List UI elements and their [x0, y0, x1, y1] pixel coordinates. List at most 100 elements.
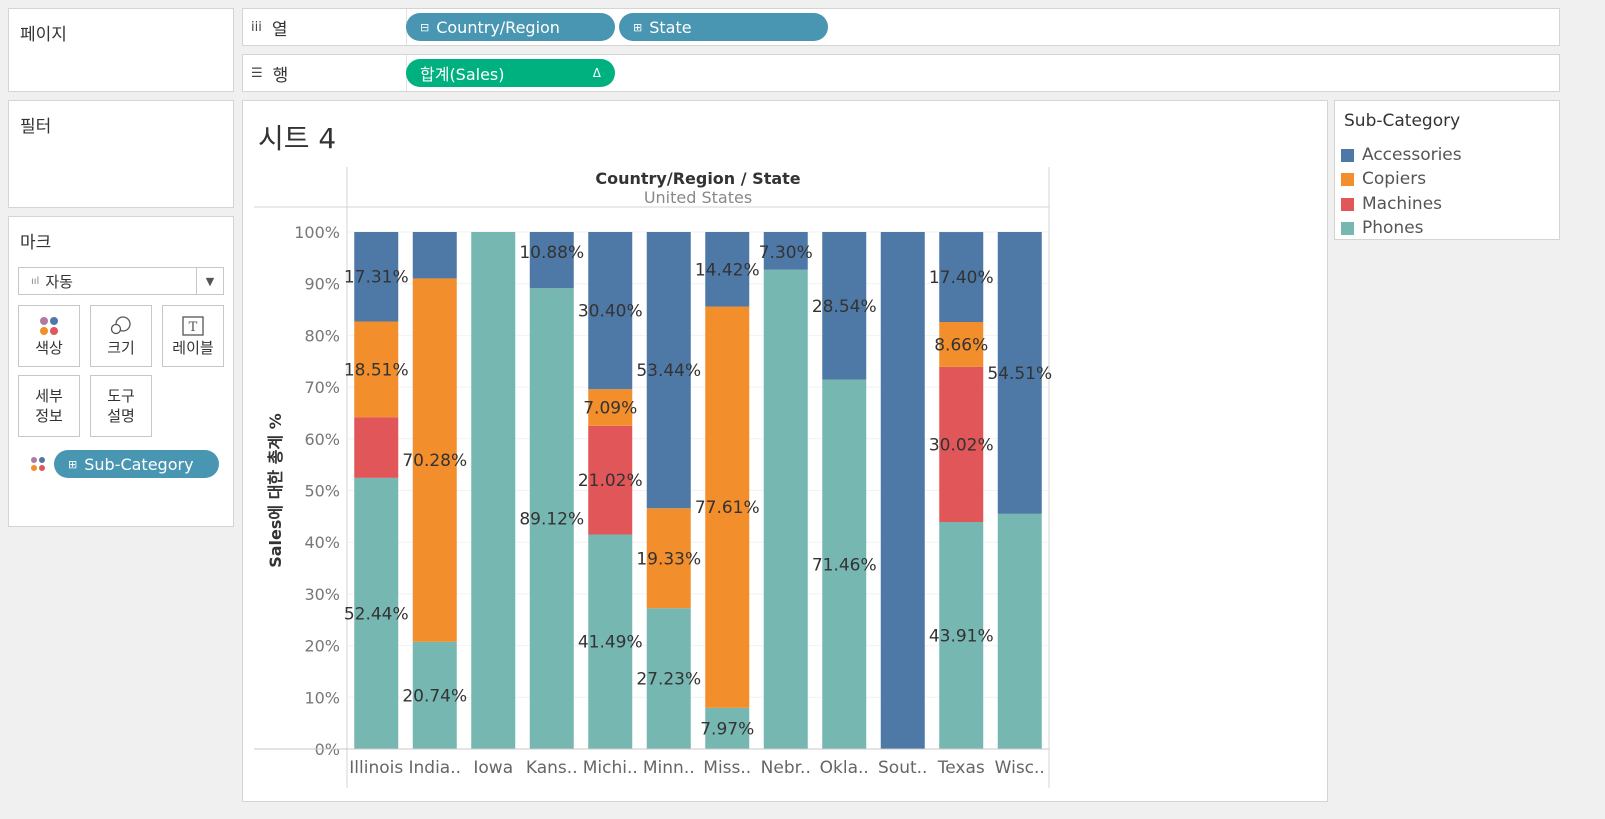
- data-label: 27.23%: [636, 670, 701, 690]
- y-tick-label: 80%: [304, 326, 340, 345]
- size-icon: [109, 314, 133, 338]
- color-button[interactable]: 색상: [18, 305, 80, 367]
- bar-segment-phones: [529, 288, 574, 749]
- state-pill[interactable]: ⊞ State: [619, 13, 828, 41]
- detail-button[interactable]: 세부 정보: [18, 375, 80, 437]
- data-label: 77.61%: [695, 498, 760, 518]
- legend-item-label: Accessories: [1362, 145, 1462, 165]
- bar-segment-phones: [588, 534, 633, 749]
- marks-label: 마크: [20, 233, 52, 253]
- bar-segment-copiers: [588, 389, 633, 426]
- country-region-pill-label: Country/Region: [436, 17, 560, 37]
- state-pill-label: State: [649, 17, 692, 37]
- data-label: 14.42%: [695, 260, 760, 280]
- y-axis-title: Sales에 대한 총계 %: [266, 413, 285, 568]
- data-label: 28.54%: [812, 297, 877, 317]
- x-tick-label: Texas: [937, 758, 985, 778]
- y-tick-label: 40%: [304, 533, 340, 552]
- legend-title: Sub-Category: [1344, 111, 1461, 131]
- color-encoding-icon: [30, 456, 46, 476]
- data-label: 17.31%: [344, 268, 409, 288]
- x-tick-label: Kans..: [526, 758, 578, 778]
- legend-swatch: [1341, 148, 1354, 162]
- data-label: 17.40%: [929, 268, 994, 288]
- size-button[interactable]: 크기: [90, 305, 152, 367]
- text-label-icon: T: [182, 314, 204, 338]
- bar-segment-phones: [997, 513, 1042, 749]
- x-tick-label: Nebr..: [761, 758, 811, 778]
- data-label: 70.28%: [402, 451, 467, 471]
- columns-label: 열: [271, 19, 288, 40]
- data-label: 89.12%: [519, 510, 584, 530]
- data-label: 30.02%: [929, 435, 994, 455]
- color-button-label: 색상: [35, 339, 63, 357]
- x-tick-label: Iowa: [473, 758, 513, 778]
- size-button-label: 크기: [107, 339, 135, 357]
- rows-label: 행: [272, 65, 289, 86]
- bar-segment-accessories: [588, 232, 633, 390]
- sum-sales-pill[interactable]: 합계(Sales) Δ: [406, 59, 615, 87]
- data-label: 10.88%: [519, 243, 584, 263]
- bar-segment-accessories: [822, 232, 867, 380]
- x-tick-label: Minn..: [643, 758, 695, 778]
- bar-segment-phones: [705, 707, 750, 749]
- sub-category-pill-label: Sub-Category: [84, 454, 194, 474]
- bar-segment-copiers: [646, 508, 691, 609]
- bar-segment-accessories: [705, 232, 750, 307]
- x-tick-label: Sout..: [878, 758, 927, 778]
- label-button[interactable]: T 레이블: [162, 305, 224, 367]
- color-legend: Sub-Category Accessories Copiers Machine…: [1334, 100, 1560, 240]
- bar-segment-phones: [412, 641, 457, 749]
- y-tick-label: 90%: [304, 275, 340, 294]
- legend-item-label: Copiers: [1362, 169, 1427, 189]
- data-label: 19.33%: [636, 549, 701, 569]
- legend-item-accessories[interactable]: Accessories: [1341, 144, 1462, 166]
- bar-segment-machines: [354, 417, 399, 478]
- bar-segment-machines: [939, 366, 984, 522]
- columns-shelf[interactable]: iii 열 ⊟ Country/Region ⊞ State: [242, 8, 1560, 46]
- data-label: 41.49%: [578, 633, 643, 653]
- legend-swatch: [1341, 172, 1354, 186]
- bar-segment-accessories: [412, 232, 457, 279]
- legend-item-machines[interactable]: Machines: [1341, 193, 1442, 215]
- data-label: 8.66%: [934, 335, 988, 355]
- legend-item-label: Machines: [1362, 194, 1443, 214]
- y-tick-label: 30%: [304, 585, 340, 604]
- mark-type-dropdown[interactable]: ııl 자동 ▼: [18, 267, 224, 295]
- country-region-pill[interactable]: ⊟ Country/Region: [406, 13, 615, 41]
- y-tick-label: 20%: [304, 637, 340, 656]
- chevron-down-icon[interactable]: ▼: [196, 268, 223, 294]
- expand-icon: ⊞: [68, 457, 78, 471]
- legend-swatch: [1341, 221, 1354, 235]
- y-tick-label: 100%: [294, 223, 340, 242]
- legend-item-phones[interactable]: Phones: [1341, 217, 1424, 239]
- bar-segment-accessories: [880, 232, 925, 749]
- legend-item-copiers[interactable]: Copiers: [1341, 168, 1426, 190]
- pages-panel[interactable]: 페이지: [8, 8, 234, 92]
- sheet-title: 시트 4: [258, 122, 337, 155]
- expand-icon: ⊞: [633, 20, 643, 34]
- bar-segment-machines: [588, 425, 633, 535]
- bar-segment-accessories: [354, 232, 399, 322]
- bar-segment-phones: [939, 521, 984, 749]
- data-label: 20.74%: [402, 686, 467, 706]
- pages-label: 페이지: [20, 25, 67, 45]
- bar-segment-phones: [646, 608, 691, 749]
- bar-segment-copiers: [354, 321, 399, 418]
- bar-segment-phones: [354, 477, 399, 749]
- y-tick-label: 60%: [304, 430, 340, 449]
- y-tick-label: 70%: [304, 378, 340, 397]
- sub-category-pill[interactable]: ⊞ Sub-Category: [54, 450, 219, 478]
- data-label: 43.91%: [929, 626, 994, 646]
- data-label: 7.09%: [583, 398, 637, 418]
- data-label: 21.02%: [578, 471, 643, 491]
- column-header-subtitle: United States: [644, 188, 752, 207]
- rows-shelf[interactable]: ☰ 행 합계(Sales) Δ: [242, 54, 1560, 92]
- data-label: 7.30%: [759, 243, 813, 263]
- column-header-title: Country/Region / State: [595, 169, 800, 188]
- filters-panel[interactable]: 필터: [8, 100, 234, 208]
- y-tick-label: 10%: [304, 688, 340, 707]
- label-button-label: 레이블: [172, 339, 214, 357]
- tooltip-button[interactable]: 도구 설명: [90, 375, 152, 437]
- x-tick-label: India..: [408, 758, 461, 778]
